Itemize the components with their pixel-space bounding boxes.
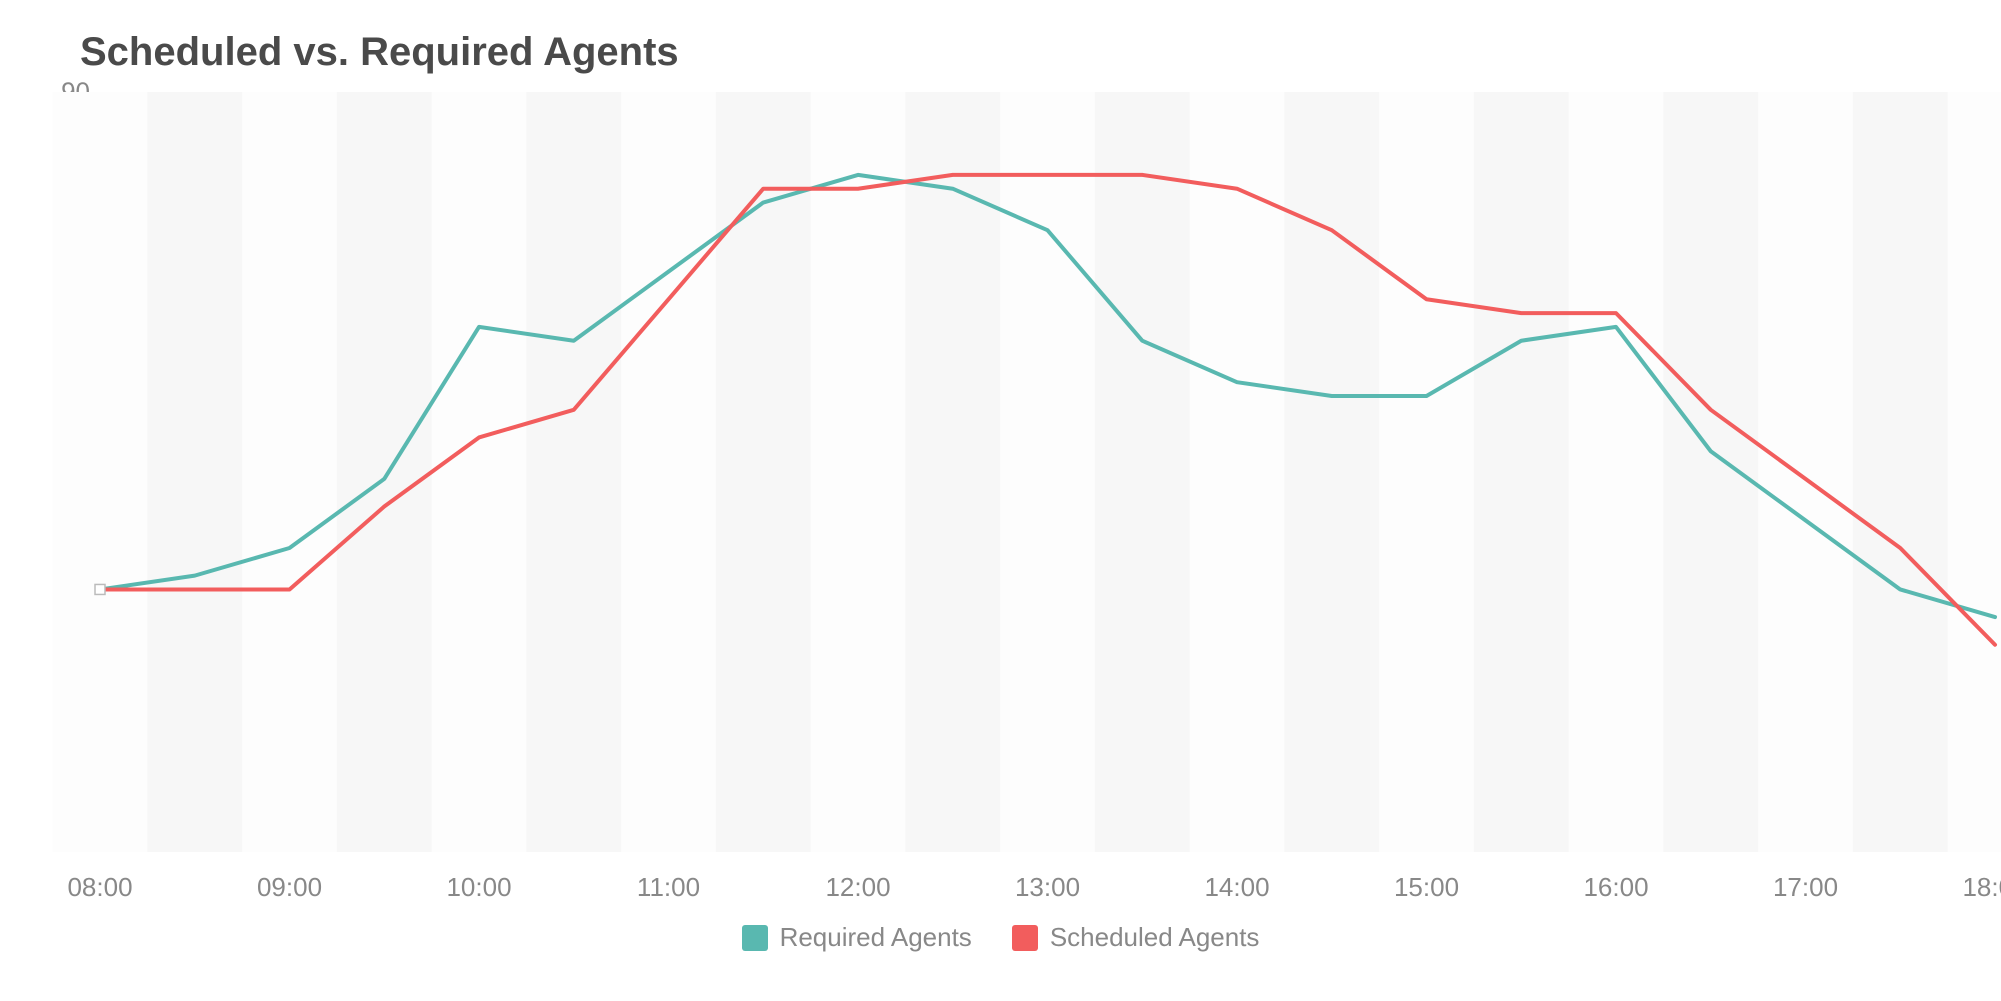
legend-label: Scheduled Agents (1050, 922, 1260, 953)
legend-swatch (742, 925, 768, 951)
legend-item[interactable]: Scheduled Agents (1012, 922, 1260, 953)
origin-marker (95, 584, 105, 594)
legend-swatch (1012, 925, 1038, 951)
legend-item[interactable]: Required Agents (742, 922, 972, 953)
chart-legend: Required Agents Scheduled Agents (0, 922, 2001, 953)
line-chart-plot (0, 0, 2001, 1001)
chart-container: Scheduled vs. Required Agents 4050607080… (0, 0, 2001, 1001)
legend-label: Required Agents (780, 922, 972, 953)
